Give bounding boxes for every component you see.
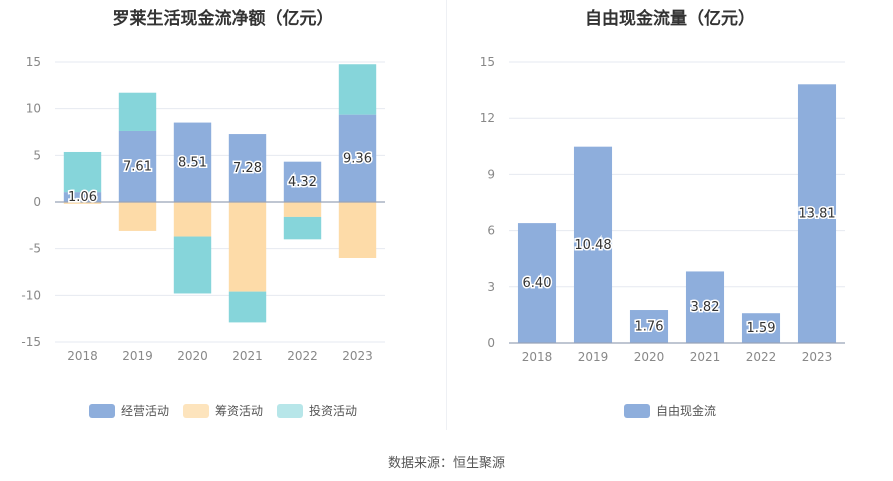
bar-1 [118, 130, 157, 202]
x-tick-label: 2020 [634, 350, 665, 364]
bar-3 [63, 151, 102, 193]
panel-divider [446, 0, 447, 430]
bar-1 [283, 161, 322, 202]
y-tick-label: -10 [21, 288, 41, 302]
data-label: 4.32 [288, 175, 317, 190]
data-label: 1.76 [635, 320, 664, 335]
data-label: 7.61 [123, 159, 152, 174]
y-tick-label: 15 [26, 55, 41, 69]
bar-3 [338, 64, 377, 115]
y-tick-label: 15 [480, 55, 495, 69]
chart-legend: 自由现金流 [447, 402, 893, 419]
legend-item-investing[interactable]: 投资活动 [277, 402, 357, 419]
data-source: 数据来源：恒生聚源 [387, 456, 505, 471]
legend-label: 自由现金流 [655, 404, 716, 418]
bar-3 [118, 92, 157, 131]
data-label: 1.59 [747, 321, 776, 336]
data-label: 8.51 [178, 155, 207, 170]
y-tick-label: 6 [487, 224, 495, 238]
y-tick-label: 0 [33, 195, 41, 209]
legend-item-financing[interactable]: 筹资活动 [182, 402, 263, 419]
bar-2 [63, 202, 102, 204]
x-tick-label: 2021 [690, 350, 721, 364]
legend-item-operating[interactable]: 经营活动 [88, 402, 169, 419]
cashflow-net-chart: 罗莱生活现金流净额（亿元） 15 10 5 0 -5 -10 -15 2018 2019 2020… [0, 0, 446, 440]
bar-1 [228, 134, 267, 202]
chart-title: 罗莱生活现金流净额（亿元） [112, 9, 334, 29]
bar-1 [173, 122, 212, 202]
legend-label: 投资活动 [309, 404, 358, 418]
y-tick-label: 12 [480, 111, 495, 125]
legend-swatch [88, 403, 115, 418]
data-label: 1.06 [68, 190, 97, 205]
y-tick-label: 9 [487, 167, 495, 181]
bar-1 [573, 146, 613, 343]
data-label: 13.81 [798, 207, 835, 222]
bar-2 [173, 202, 212, 237]
y-tick-label: 3 [487, 280, 495, 294]
bar-1 [338, 114, 377, 202]
x-tick-label: 2019 [122, 349, 153, 363]
x-tick-label: 2018 [522, 350, 553, 364]
free-cashflow-plot: 15 12 9 6 3 0 2018 2019 2020 2021 2022 2023 6.40 10.4… [480, 55, 845, 364]
legend-swatch [623, 403, 650, 418]
bar-1 [517, 223, 557, 343]
legend-label: 经营活动 [120, 404, 169, 418]
data-label: 9.36 [343, 151, 372, 166]
y-tick-label: 5 [33, 148, 41, 162]
legend-label: 筹资活动 [214, 404, 263, 418]
legend-swatch [182, 403, 209, 418]
bar-2 [118, 202, 157, 231]
y-tick-label: 0 [487, 336, 495, 350]
y-tick-label: 10 [26, 102, 41, 116]
x-tick-label: 2022 [746, 350, 777, 364]
chart-legend: 经营活动 筹资活动 投资活动 [0, 402, 446, 419]
x-tick-label: 2022 [287, 349, 318, 363]
x-tick-label: 2023 [802, 350, 833, 364]
x-tick-label: 2020 [177, 349, 208, 363]
bar-2 [283, 202, 322, 217]
x-tick-label: 2018 [67, 349, 98, 363]
y-tick-label: -5 [29, 242, 41, 256]
bar-1 [63, 192, 102, 202]
chart-title: 自由现金流量（亿元） [585, 9, 755, 29]
bar-3 [173, 236, 212, 294]
data-label: 7.28 [233, 161, 262, 176]
bar-2 [338, 202, 377, 258]
x-tick-label: 2021 [232, 349, 263, 363]
free-cashflow-chart: 自由现金流量（亿元） 15 12 9 6 3 0 2018 2019 2020 2021 2022 2… [447, 0, 893, 440]
x-tick-label: 2019 [578, 350, 609, 364]
bar-1 [741, 313, 781, 343]
bar-3 [228, 291, 267, 323]
y-tick-label: -15 [21, 335, 41, 349]
data-label: 10.48 [574, 238, 611, 253]
x-tick-label: 2023 [342, 349, 373, 363]
legend-item-free-cashflow[interactable]: 自由现金流 [623, 402, 716, 419]
bar-2 [228, 202, 267, 292]
bar-1 [797, 84, 837, 343]
legend-swatch [277, 403, 303, 418]
bar-1 [685, 271, 725, 343]
data-label: 6.40 [523, 276, 552, 291]
cashflow-net-plot: 15 10 5 0 -5 -10 -15 2018 2019 2020 2021 2022 2023 1.… [21, 55, 385, 363]
bar-1 [629, 310, 669, 343]
bar-3 [283, 216, 322, 240]
data-label: 3.82 [691, 300, 720, 315]
